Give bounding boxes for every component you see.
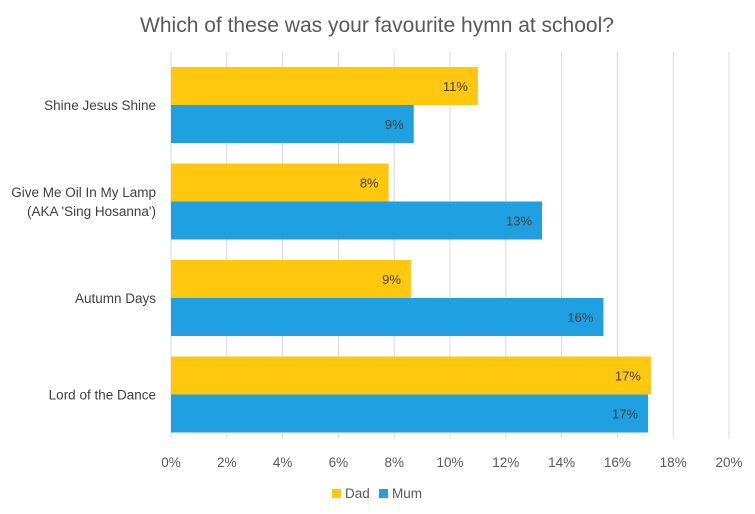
bar-dad bbox=[171, 163, 389, 202]
bar-mum bbox=[171, 105, 414, 143]
legend: Dad Mum bbox=[332, 486, 422, 501]
legend-label: Mum bbox=[392, 486, 422, 501]
x-tick-label: 8% bbox=[384, 455, 404, 470]
data-label: 11% bbox=[443, 79, 468, 94]
bar-dad bbox=[171, 67, 478, 105]
x-tick-label: 12% bbox=[492, 455, 519, 470]
x-tick-label: 18% bbox=[660, 455, 687, 470]
legend-label: Dad bbox=[345, 486, 370, 501]
data-label: 9% bbox=[385, 117, 404, 132]
legend-swatch-mum bbox=[379, 489, 388, 498]
category-labels: Shine Jesus Shine Give Me Oil In My Lamp (… bbox=[11, 98, 156, 403]
category-label: Give Me Oil In My Lamp bbox=[11, 185, 156, 200]
data-label: 17% bbox=[615, 369, 641, 384]
bar-mum bbox=[171, 394, 649, 433]
x-tick-label: 10% bbox=[436, 455, 463, 470]
x-tick-label: 2% bbox=[217, 455, 237, 470]
x-tick-label: 0% bbox=[161, 455, 181, 470]
bars: 11% 9% 8% 13% 9% 16% 17% 17% bbox=[171, 67, 651, 433]
data-label: 13% bbox=[506, 214, 532, 229]
data-label: 8% bbox=[360, 176, 379, 191]
category-label: (AKA 'Sing Hosanna') bbox=[27, 204, 156, 219]
bar-mum bbox=[171, 201, 543, 240]
category-label: Lord of the Dance bbox=[49, 388, 156, 403]
x-tick-label: 20% bbox=[715, 455, 742, 470]
x-axis-ticks: 0% 2% 4% 6% 8% 10% 12% 14% 16% 18% 20% bbox=[161, 455, 742, 470]
bar-dad bbox=[171, 356, 651, 395]
x-tick-label: 4% bbox=[273, 455, 293, 470]
x-tick-label: 14% bbox=[548, 455, 575, 470]
data-label: 16% bbox=[567, 310, 593, 325]
chart-title: Which of these was your favourite hymn a… bbox=[140, 14, 614, 37]
legend-swatch-dad bbox=[332, 489, 341, 498]
x-tick-label: 16% bbox=[604, 455, 631, 470]
data-label: 9% bbox=[382, 272, 401, 287]
bar-dad bbox=[171, 260, 411, 298]
bar-mum bbox=[171, 298, 604, 336]
category-label: Autumn Days bbox=[75, 291, 156, 306]
data-label: 17% bbox=[612, 407, 638, 422]
x-tick-label: 6% bbox=[329, 455, 349, 470]
category-label: Shine Jesus Shine bbox=[44, 98, 156, 113]
